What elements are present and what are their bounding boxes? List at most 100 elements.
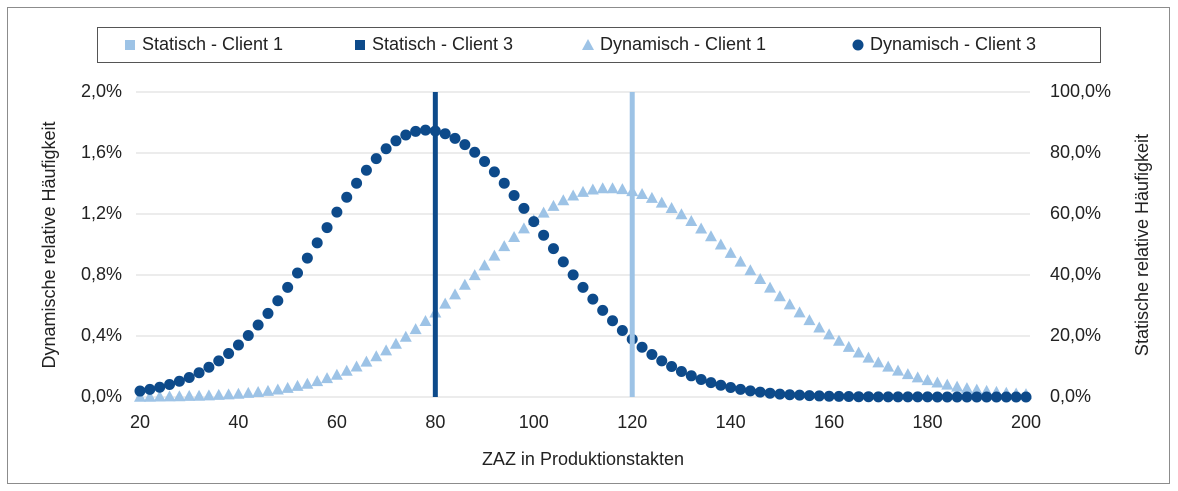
legend-box [97, 27, 1101, 63]
data-point [144, 383, 156, 395]
data-point [981, 391, 993, 403]
data-point [262, 307, 274, 319]
data-point [902, 391, 914, 403]
data-point [912, 391, 924, 403]
x-tick-label: 20 [130, 412, 150, 432]
data-point [1010, 391, 1022, 403]
data-point [389, 337, 402, 349]
data-point [469, 146, 481, 158]
data-point [725, 382, 737, 394]
data-point [528, 216, 540, 228]
data-point [901, 368, 914, 380]
data-point [292, 267, 304, 279]
data-point [498, 177, 510, 189]
data-point [537, 206, 550, 218]
data-point [370, 153, 382, 165]
data-point [173, 390, 186, 402]
y2-tick-label: 100,0% [1050, 81, 1111, 101]
data-point [813, 321, 826, 333]
data-point [154, 381, 166, 393]
data-point [153, 390, 166, 402]
y-tick-label: 2,0% [81, 81, 122, 101]
static-bar [629, 92, 635, 397]
data-point [862, 351, 875, 363]
data-point [311, 237, 323, 249]
y2-axis-label: Statische relative Häufigkeit [1132, 134, 1152, 356]
data-point [281, 381, 294, 393]
data-point [695, 373, 707, 385]
data-point [636, 341, 648, 353]
data-point [301, 252, 313, 264]
data-point [134, 385, 146, 397]
data-point [645, 191, 658, 203]
data-point [252, 385, 265, 397]
data-point [577, 281, 589, 293]
data-point [951, 391, 963, 403]
data-point [784, 389, 796, 401]
data-point [931, 391, 943, 403]
data-point [488, 249, 501, 261]
data-point [193, 389, 206, 401]
data-point [468, 269, 481, 281]
x-tick-label: 200 [1011, 412, 1041, 432]
data-point [577, 185, 589, 197]
data-point [921, 374, 934, 386]
x-tick-label: 160 [814, 412, 844, 432]
data-point [272, 295, 284, 307]
y-tick-label: 0,8% [81, 264, 122, 284]
data-point [774, 388, 786, 400]
y-axis-label: Dynamische relative Häufigkeit [39, 121, 59, 368]
data-point [744, 385, 756, 397]
data-point [754, 272, 767, 284]
data-point [222, 388, 235, 400]
data-point [350, 360, 363, 372]
data-point [941, 378, 954, 390]
legend-label: Statisch - Client 3 [372, 34, 513, 54]
data-point [892, 364, 905, 376]
data-point [518, 202, 530, 214]
data-point [252, 319, 264, 331]
chart-frame [7, 7, 1170, 484]
data-point [675, 208, 688, 220]
y-tick-label: 1,2% [81, 203, 122, 223]
data-point [666, 361, 678, 372]
data-point [399, 330, 412, 342]
data-point [419, 124, 431, 136]
x-axis-label: ZAZ in Produktionstakten [482, 449, 684, 469]
legend-label: Dynamisch - Client 1 [600, 34, 766, 54]
data-point [823, 328, 836, 340]
data-point [685, 370, 697, 382]
data-point [754, 386, 766, 398]
data-point [479, 156, 491, 168]
data-point [961, 391, 973, 403]
data-point [646, 348, 658, 360]
data-point [951, 380, 964, 392]
data-point [183, 389, 196, 401]
data-point [596, 182, 609, 194]
data-point [862, 391, 874, 403]
legend-marker [852, 39, 864, 51]
data-point [498, 240, 511, 252]
data-point [360, 164, 372, 176]
data-point [212, 388, 225, 400]
x-tick-label: 140 [716, 412, 746, 432]
data-point [813, 390, 825, 402]
data-point [508, 231, 521, 243]
data-point [458, 278, 471, 290]
data-point [872, 391, 884, 403]
y2-tick-label: 60,0% [1050, 203, 1101, 223]
data-point [232, 387, 245, 399]
x-tick-label: 40 [228, 412, 248, 432]
data-point [203, 361, 215, 373]
data-point [597, 304, 609, 316]
x-tick-label: 80 [425, 412, 445, 432]
data-point [409, 323, 422, 335]
data-point [714, 238, 727, 250]
data-point [449, 132, 461, 144]
data-point [301, 377, 314, 389]
data-point [380, 344, 393, 356]
data-point [704, 230, 717, 242]
data-point [331, 206, 343, 218]
data-point [271, 383, 284, 395]
